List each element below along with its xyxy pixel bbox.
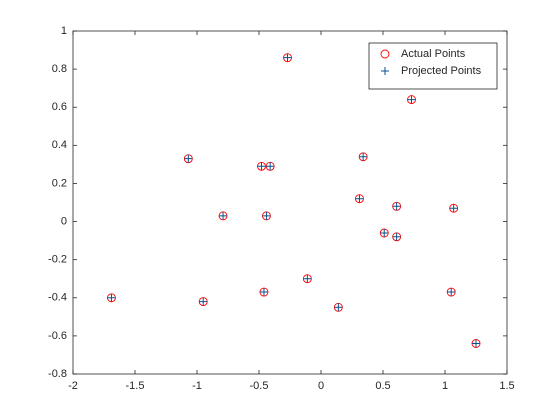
x-tick-label: -0.5 — [250, 380, 269, 392]
point — [199, 297, 208, 306]
point — [259, 288, 268, 297]
y-tick-label: 0.4 — [52, 139, 67, 151]
y-tick-label: 0.2 — [52, 177, 67, 189]
point — [355, 194, 364, 203]
x-tick-label: 0.5 — [375, 380, 390, 392]
point — [392, 202, 401, 211]
legend-marker — [381, 67, 389, 75]
point — [447, 288, 456, 297]
point — [184, 154, 193, 163]
y-tick-label: 0 — [61, 215, 67, 227]
x-tick-label: 1.5 — [499, 380, 514, 392]
point — [107, 293, 116, 302]
legend-box — [368, 42, 498, 90]
y-tick-label: 1 — [61, 25, 67, 37]
point — [303, 274, 312, 283]
legend-label: Actual Points — [401, 48, 466, 60]
point — [257, 162, 266, 171]
y-tick-label: -0.6 — [48, 330, 67, 342]
point — [266, 162, 275, 171]
x-tick-label: 0 — [318, 380, 324, 392]
point — [472, 339, 480, 348]
point — [283, 53, 292, 62]
point — [219, 211, 228, 220]
x-tick-label: -1 — [192, 380, 202, 392]
point — [262, 211, 271, 220]
legend-marker — [380, 49, 390, 59]
point — [392, 232, 401, 241]
point — [407, 95, 416, 104]
x-tick-label: -2 — [68, 380, 78, 392]
y-tick-label: 0.6 — [52, 101, 67, 113]
y-tick-label: 0.8 — [52, 63, 67, 75]
y-tick-label: -0.8 — [48, 368, 67, 380]
point — [449, 204, 458, 213]
legend-label: Projected Points — [401, 65, 482, 77]
y-tick-label: -0.2 — [48, 254, 67, 266]
point — [334, 303, 343, 312]
point — [359, 152, 368, 161]
point — [380, 228, 389, 237]
x-tick-label: -1.5 — [126, 380, 145, 392]
x-tick-label: 1 — [442, 380, 448, 392]
y-tick-label: -0.4 — [48, 292, 67, 304]
